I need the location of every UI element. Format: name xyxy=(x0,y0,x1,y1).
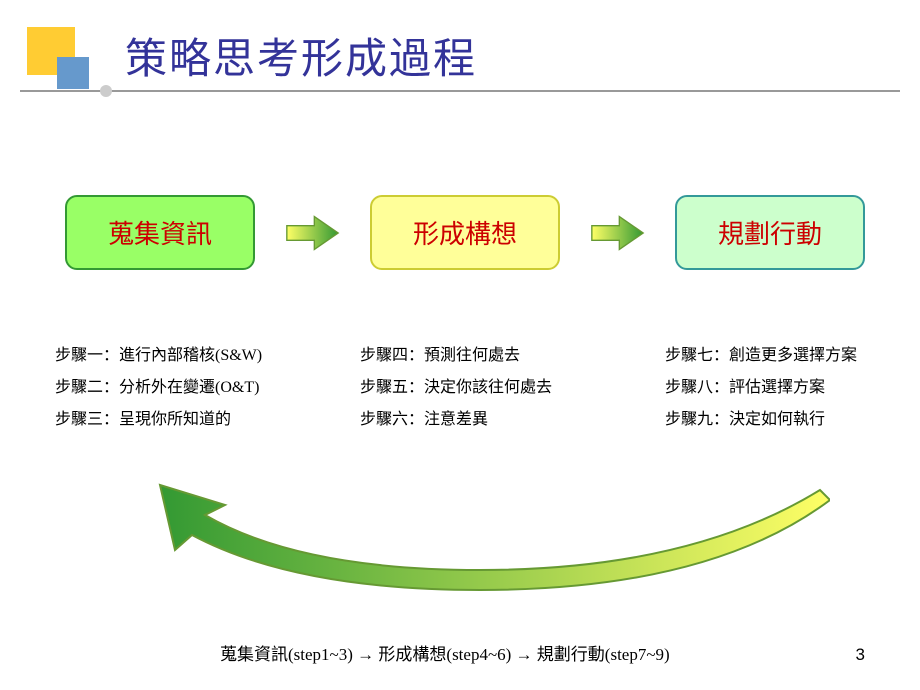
step-item: 步驟一：進行內部稽核(S&W) xyxy=(55,340,300,372)
header-decoration xyxy=(27,27,75,75)
step-item: 步驟八：評估選擇方案 xyxy=(665,372,910,404)
steps-col-3: 步驟七：創造更多選擇方案 步驟八：評估選擇方案 步驟九：決定如何執行 xyxy=(665,340,910,436)
arrow-right-2 xyxy=(590,213,645,253)
step-item: 步驟三：呈現你所知道的 xyxy=(55,404,300,436)
feedback-arrow-icon xyxy=(130,455,830,605)
step-item: 步驟四：預測往何處去 xyxy=(360,340,605,372)
yellow-square-icon xyxy=(27,27,75,75)
stage-box-plan: 規劃行動 xyxy=(675,195,865,270)
step-item: 步驟五：決定你該往何處去 xyxy=(360,372,605,404)
stage-label: 蒐集資訊 xyxy=(108,214,212,251)
title-underline xyxy=(20,90,900,92)
step-item: 步驟二：分析外在變遷(O&T) xyxy=(55,372,300,404)
page-title: 策略思考形成過程 xyxy=(125,25,477,86)
stage-box-collect: 蒐集資訊 xyxy=(65,195,255,270)
stages-row: 蒐集資訊 形成構想 規劃行動 xyxy=(65,195,865,270)
footer-summary: 蒐集資訊(step1~3) → 形成構想(step4~6) → 規劃行動(ste… xyxy=(220,640,670,665)
title-dot-icon xyxy=(100,85,112,97)
steps-col-1: 步驟一：進行內部稽核(S&W) 步驟二：分析外在變遷(O&T) 步驟三：呈現你所… xyxy=(55,340,300,436)
stage-box-form: 形成構想 xyxy=(370,195,560,270)
arrow-right-1 xyxy=(285,213,340,253)
steps-col-2: 步驟四：預測往何處去 步驟五：決定你該往何處去 步驟六：注意差異 xyxy=(360,340,605,436)
step-item: 步驟七：創造更多選擇方案 xyxy=(665,340,910,372)
step-item: 步驟六：注意差異 xyxy=(360,404,605,436)
stage-label: 規劃行動 xyxy=(718,214,822,251)
steps-row: 步驟一：進行內部稽核(S&W) 步驟二：分析外在變遷(O&T) 步驟三：呈現你所… xyxy=(55,340,910,436)
page-number: 3 xyxy=(856,645,865,665)
stage-label: 形成構想 xyxy=(413,214,517,251)
step-item: 步驟九：決定如何執行 xyxy=(665,404,910,436)
blue-square-icon xyxy=(57,57,89,89)
